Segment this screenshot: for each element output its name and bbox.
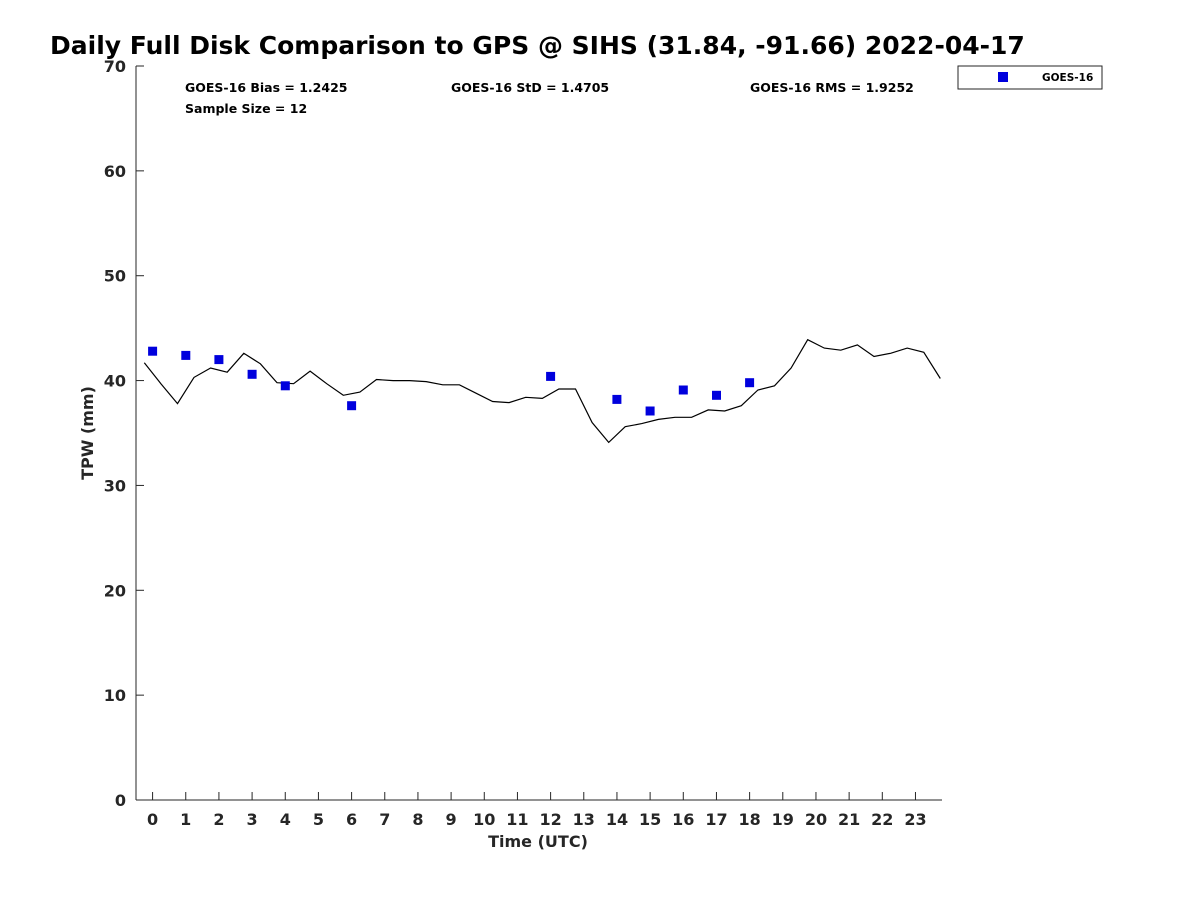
legend-label: GOES-16 xyxy=(1042,72,1093,84)
x-tick-label: 0 xyxy=(147,810,158,829)
axes xyxy=(135,66,942,801)
goes16-point xyxy=(347,401,357,411)
x-tick-label: 2 xyxy=(213,810,224,829)
stat-rms: GOES-16 RMS = 1.9252 xyxy=(750,80,914,95)
goes16-point xyxy=(181,350,191,360)
y-tick-label: 0 xyxy=(115,791,126,810)
goes16-point xyxy=(712,390,721,400)
goes16-point xyxy=(148,346,158,356)
goes16-point xyxy=(645,406,655,416)
goes16-point xyxy=(214,355,224,365)
gps-line xyxy=(143,338,941,444)
goes16-point xyxy=(745,378,755,388)
x-tick-label: 3 xyxy=(247,810,258,829)
x-tick-label: 12 xyxy=(539,810,561,829)
legend-marker-square xyxy=(998,72,1008,82)
y-tick-label: 70 xyxy=(104,57,126,76)
y-tick-label: 40 xyxy=(104,372,126,391)
x-tick-label: 7 xyxy=(379,810,390,829)
x-tick-label: 18 xyxy=(738,810,760,829)
y-tick-label: 30 xyxy=(104,476,126,495)
goes16-point xyxy=(546,371,556,381)
goes16-point xyxy=(280,381,290,391)
goes16-point xyxy=(678,385,688,395)
legend-box xyxy=(957,65,1103,90)
x-axis-label: Time (UTC) xyxy=(488,832,588,851)
y-tick-label: 50 xyxy=(104,267,126,286)
x-tick-label: 1 xyxy=(180,810,191,829)
x-tick-label: 9 xyxy=(446,810,457,829)
stat-bias: GOES-16 Bias = 1.2425 xyxy=(185,80,347,95)
y-axis-label: TPW (mm) xyxy=(78,386,97,480)
y-tick-label: 20 xyxy=(104,581,126,600)
y-tick-label: 60 xyxy=(104,162,126,181)
x-tick-label: 19 xyxy=(772,810,794,829)
goes16-point xyxy=(247,369,257,379)
x-tick-label: 13 xyxy=(573,810,595,829)
legend: GOES-16 xyxy=(957,65,1103,90)
x-tick-label: 21 xyxy=(838,810,860,829)
x-tick-label: 20 xyxy=(805,810,827,829)
stat-std: GOES-16 StD = 1.4705 xyxy=(451,80,609,95)
x-tick-label: 23 xyxy=(904,810,926,829)
x-tick-label: 10 xyxy=(473,810,495,829)
x-tick-label: 22 xyxy=(871,810,893,829)
x-tick-label: 15 xyxy=(639,810,661,829)
goes16-point xyxy=(612,394,622,404)
x-ticks: 0 1 2 3 4 5 6 7 8 9 10 11 12 13 14 15 16 17 18 19 20 21 22 23 xyxy=(147,792,927,829)
goes16-scatter-series xyxy=(148,346,755,416)
x-tick-label: 17 xyxy=(705,810,727,829)
x-tick-label: 4 xyxy=(280,810,291,829)
y-tick-label: 10 xyxy=(104,686,126,705)
stat-sample-size: Sample Size = 12 xyxy=(185,101,307,116)
y-ticks: 0 10 20 30 40 50 60 70 xyxy=(104,57,144,810)
x-tick-label: 6 xyxy=(346,810,357,829)
x-tick-label: 11 xyxy=(506,810,528,829)
gps-line-series xyxy=(143,338,941,444)
x-tick-label: 8 xyxy=(412,810,423,829)
x-tick-label: 16 xyxy=(672,810,694,829)
chart-title: Daily Full Disk Comparison to GPS @ SIHS… xyxy=(50,31,1025,60)
x-tick-label: 14 xyxy=(606,810,628,829)
x-tick-label: 5 xyxy=(313,810,324,829)
